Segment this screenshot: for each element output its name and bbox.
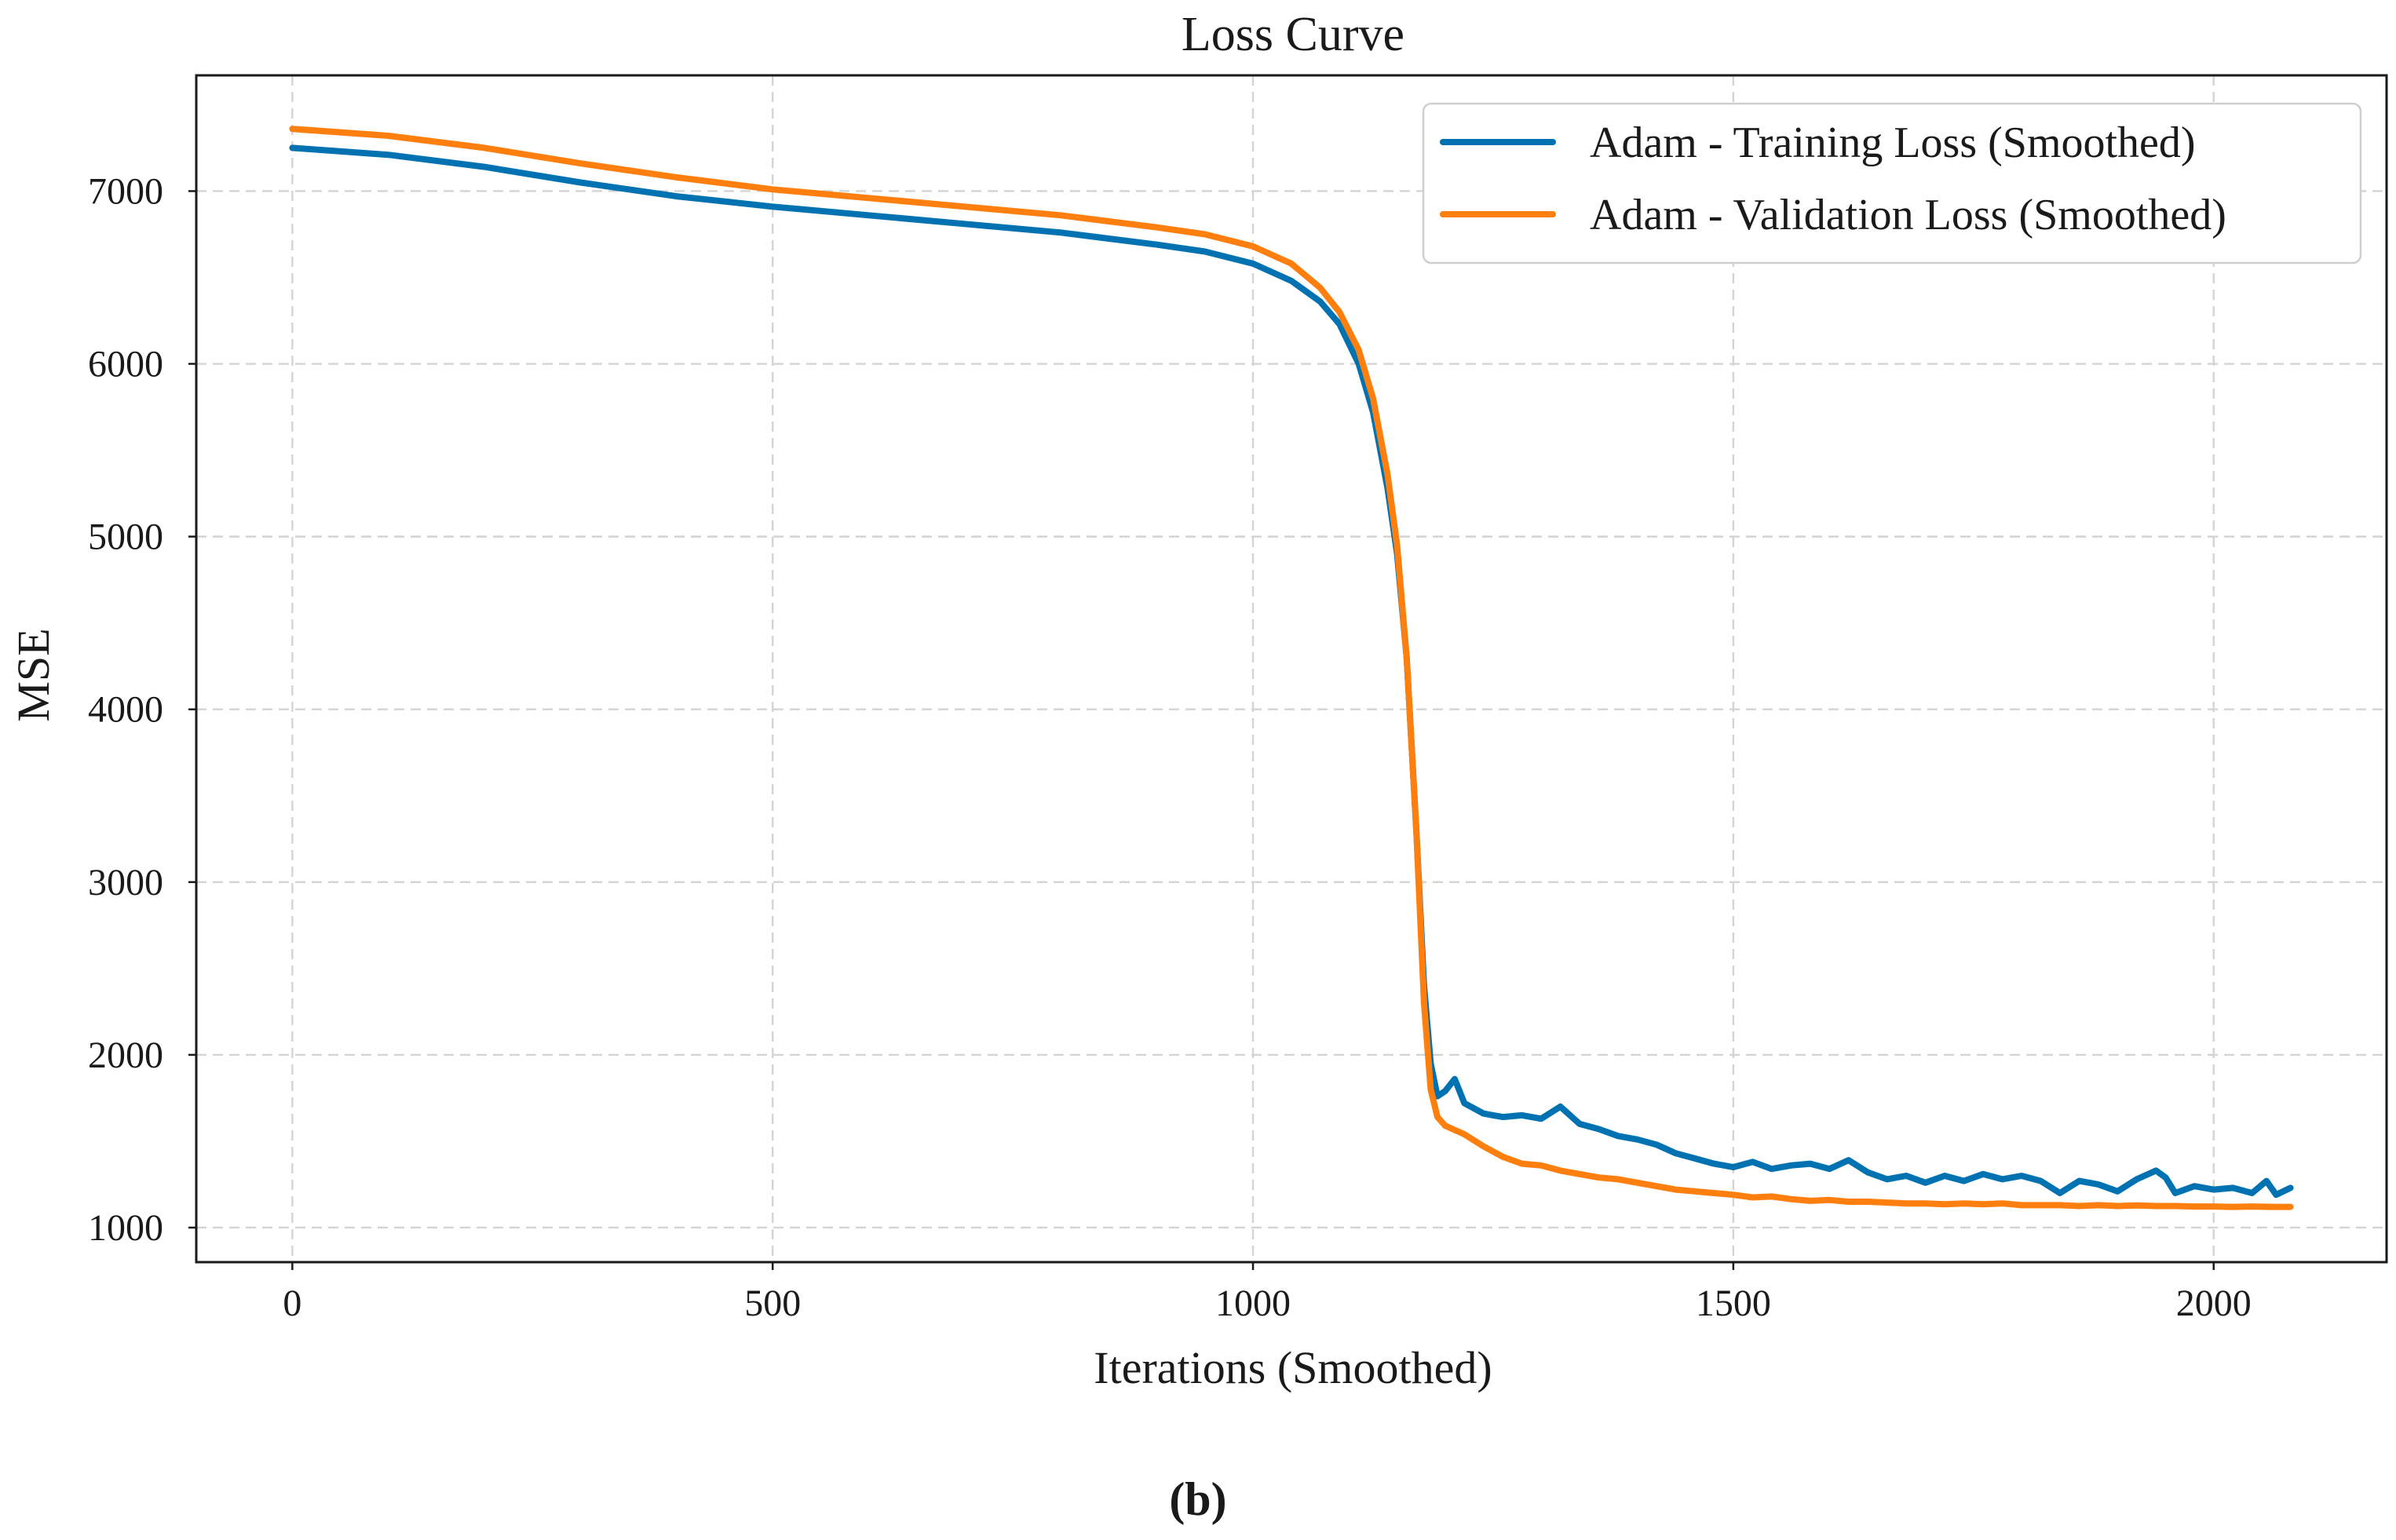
- chart-title: Loss Curve: [1182, 8, 1404, 61]
- grid-lines: [196, 75, 2387, 1262]
- training-loss-line: [289, 144, 2294, 1199]
- x-axis-ticks: 0 500 1000 1500 2000: [283, 1262, 2252, 1324]
- y-axis-ticks: 1000 2000 3000 4000 5000 6000 7000: [88, 170, 196, 1249]
- x-tick-label: 1500: [1696, 1283, 1771, 1324]
- x-axis-label: Iterations (Smoothed): [1094, 1342, 1492, 1393]
- panel-label: (b): [1169, 1473, 1226, 1525]
- y-tick-label: 7000: [88, 170, 163, 212]
- legend-label-validation: Adam - Validation Loss (Smoothed): [1590, 191, 2226, 239]
- y-tick-label: 3000: [88, 862, 163, 903]
- y-tick-label: 5000: [88, 516, 163, 558]
- legend: Adam - Training Loss (Smoothed) Adam - V…: [1422, 102, 2362, 265]
- x-tick-label: 0: [283, 1283, 301, 1324]
- y-tick-label: 4000: [88, 689, 163, 731]
- y-axis-label: MSE: [8, 628, 59, 721]
- x-tick-label: 1000: [1215, 1283, 1291, 1324]
- y-tick-label: 2000: [88, 1035, 163, 1076]
- y-tick-label: 1000: [88, 1207, 163, 1249]
- validation-loss-line: [289, 126, 2294, 1210]
- y-tick-label: 6000: [88, 344, 163, 385]
- x-tick-label: 500: [744, 1283, 801, 1324]
- legend-box: [1422, 102, 2362, 265]
- series-lines: [289, 126, 2294, 1210]
- plot-frame: [195, 74, 2388, 1264]
- x-tick-label: 2000: [2176, 1283, 2252, 1324]
- legend-label-training: Adam - Training Loss (Smoothed): [1590, 119, 2196, 167]
